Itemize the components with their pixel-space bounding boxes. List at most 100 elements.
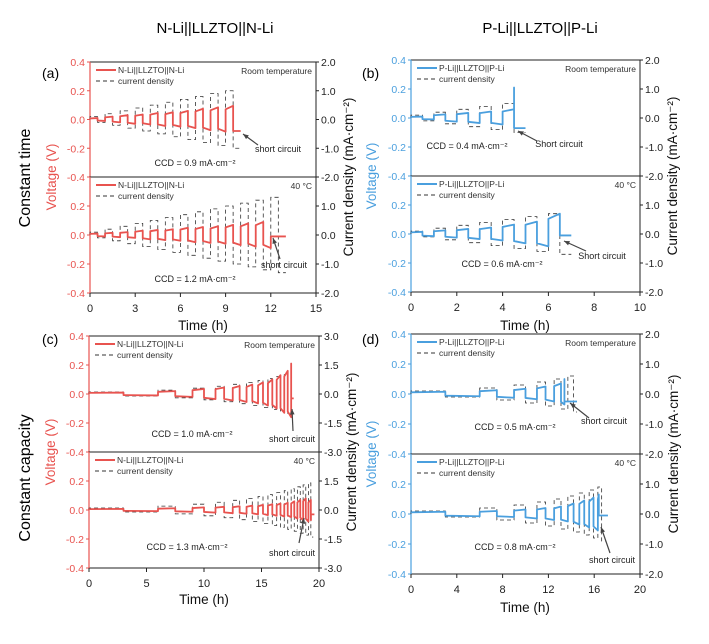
- x-tick-label: 3: [132, 303, 138, 315]
- x-tick-label: 12: [542, 584, 554, 596]
- annotation-arrowhead: [564, 241, 570, 246]
- column-title-p-li: P-Li||LLZTO||P-Li: [482, 20, 597, 37]
- panel-letter: (a): [42, 65, 59, 81]
- annotation-arrowhead: [518, 131, 524, 136]
- y2-tick-label: 1.0: [645, 479, 660, 491]
- y-tick-label: -0.2: [388, 539, 406, 551]
- ccd-label: CCD = 1.0 mA·cm⁻²: [151, 429, 232, 439]
- y-tick-label: 0.4: [391, 55, 406, 67]
- ccd-label: CCD = 0.8 mA·cm⁻²: [474, 542, 555, 552]
- x-tick-label: 10: [198, 578, 210, 590]
- y-tick-label: 0.0: [69, 505, 84, 517]
- x-tick-label: 0: [86, 578, 92, 590]
- voltage-series: [89, 221, 286, 249]
- y-tick-label: 0.0: [70, 115, 85, 127]
- y-tick-label: -0.4: [388, 287, 406, 299]
- panel-letter: (c): [42, 331, 58, 347]
- condition-label: Room temperature: [244, 340, 315, 350]
- column-title-n-li: N-Li||LLZTO||N-Li: [157, 20, 274, 37]
- y2-tick-label: -2.0: [645, 287, 663, 299]
- x-tick-label: 20: [313, 578, 325, 590]
- annotation-arrowhead: [289, 409, 295, 415]
- legend-voltage-label: P-Li||LLZTO||P-Li: [439, 63, 504, 73]
- y-tick-label: -0.4: [66, 563, 84, 575]
- y-tick-label: 0.0: [391, 229, 406, 241]
- y-tick-label: -0.4: [67, 288, 85, 300]
- y-tick-label: 0.0: [391, 509, 406, 521]
- y-tick-label: -0.4: [388, 569, 406, 581]
- y-axis-label: Voltage (V): [364, 143, 379, 210]
- y-tick-label: -0.2: [67, 143, 85, 155]
- y2-tick-label: -1.0: [645, 419, 663, 431]
- y-tick-label: 0.2: [69, 360, 84, 372]
- panel-letter: (b): [362, 65, 379, 81]
- y2-axis-label: Current density (mA·cm⁻²): [344, 373, 359, 532]
- condition-label: Room temperature: [241, 66, 312, 76]
- y-tick-label: -0.2: [67, 259, 85, 271]
- y-tick-label: 0.0: [70, 230, 85, 242]
- x-tick-label: 6: [177, 303, 183, 315]
- y-tick-label: 0.4: [70, 57, 85, 69]
- x-tick-label: 15: [310, 303, 322, 315]
- x-tick-label: 20: [634, 584, 646, 596]
- y2-tick-label: 3.0: [324, 331, 339, 343]
- legend-voltage-label: P-Li||LLZTO||P-Li: [439, 179, 504, 189]
- y-tick-label: 0.0: [391, 113, 406, 125]
- y2-tick-label: -3.0: [324, 447, 342, 459]
- y-tick-label: -0.2: [66, 534, 84, 546]
- legend-current-label: current density: [118, 76, 174, 86]
- row-label-constant-capacity: Constant capacity: [17, 414, 34, 541]
- y2-tick-label: 1.0: [321, 201, 336, 213]
- ccd-label: CCD = 1.3 mA·cm⁻²: [146, 542, 227, 552]
- legend-voltage-label: N-Li||LLZTO||N-Li: [117, 455, 183, 465]
- current-density-series: [410, 375, 578, 413]
- y-tick-label: -0.4: [388, 449, 406, 461]
- y2-axis-label: Current density (mA·cm⁻²): [666, 375, 681, 534]
- y2-tick-label: 0.0: [645, 113, 660, 125]
- y2-axis-label: Current density (mA·cm⁻²): [341, 98, 356, 257]
- y2-tick-label: -2.0: [321, 288, 339, 300]
- x-axis-label: Time (h): [179, 592, 229, 607]
- y2-tick-label: 1.5: [324, 476, 339, 488]
- legend-current-label: current density: [439, 74, 495, 84]
- y2-tick-label: 2.0: [321, 57, 336, 69]
- y2-tick-label: -2.0: [645, 569, 663, 581]
- ccd-label: CCD = 0.6 mA·cm⁻²: [461, 259, 542, 269]
- y2-tick-label: 0.0: [645, 389, 660, 401]
- y2-tick-label: -1.5: [324, 418, 342, 430]
- condition-label: 40 °C: [291, 181, 312, 191]
- legend-current-label: current density: [439, 190, 495, 200]
- short-circuit-annotation: short circuit: [255, 144, 302, 154]
- annotation-arrowhead: [570, 403, 576, 409]
- annotation-arrowhead: [272, 238, 277, 244]
- x-axis-label: Time (h): [178, 318, 228, 333]
- legend-current-label: current density: [118, 191, 174, 201]
- y2-tick-label: 0.0: [645, 509, 660, 521]
- short-circuit-annotation: short circuit: [261, 260, 308, 270]
- current-density-series: [88, 374, 292, 414]
- legend-voltage-label: P-Li||LLZTO||P-Li: [439, 337, 504, 347]
- y-tick-label: -0.2: [388, 258, 406, 270]
- y2-tick-label: 0.0: [321, 230, 336, 242]
- legend-current-label: current density: [117, 466, 173, 476]
- short-circuit-annotation: Short circuit: [535, 139, 583, 149]
- current-density-series: [89, 90, 241, 149]
- x-tick-label: 4: [454, 584, 460, 596]
- y2-tick-label: 0.0: [321, 115, 336, 127]
- y2-tick-label: -1.0: [645, 142, 663, 154]
- y-tick-label: -0.2: [388, 419, 406, 431]
- y2-tick-label: -2.0: [645, 449, 663, 461]
- x-tick-label: 8: [500, 584, 506, 596]
- y-axis-label: Voltage (V): [364, 421, 379, 488]
- voltage-series: [410, 378, 578, 406]
- y2-tick-label: 1.0: [645, 359, 660, 371]
- row-label-constant-time: Constant time: [17, 129, 34, 228]
- x-tick-label: 2: [454, 302, 460, 314]
- short-circuit-annotation: short circuit: [269, 434, 316, 444]
- condition-label: Room temperature: [565, 338, 636, 348]
- y2-tick-label: 1.0: [645, 200, 660, 212]
- condition-label: 40 °C: [615, 180, 636, 190]
- ccd-label: CCD = 0.4 mA·cm⁻²: [426, 141, 507, 151]
